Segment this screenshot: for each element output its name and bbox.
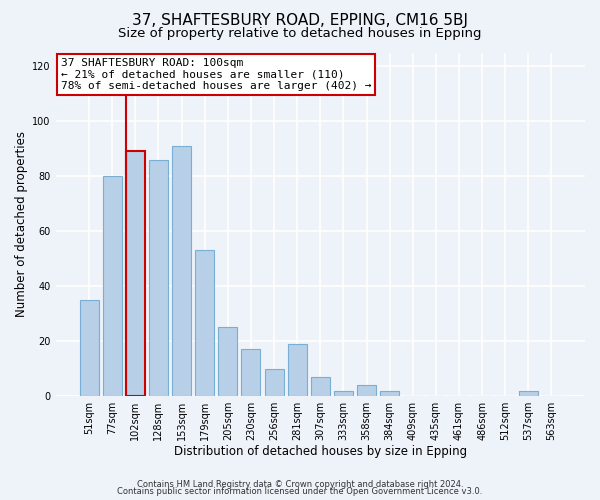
Text: 37 SHAFTESBURY ROAD: 100sqm
← 21% of detached houses are smaller (110)
78% of se: 37 SHAFTESBURY ROAD: 100sqm ← 21% of det… — [61, 58, 371, 91]
Bar — [357, 385, 376, 396]
Bar — [334, 390, 353, 396]
Bar — [265, 368, 284, 396]
Text: Contains public sector information licensed under the Open Government Licence v3: Contains public sector information licen… — [118, 487, 482, 496]
Bar — [241, 350, 260, 396]
Bar — [80, 300, 98, 396]
Bar — [195, 250, 214, 396]
Bar — [149, 160, 168, 396]
Bar — [126, 152, 145, 396]
Bar — [311, 377, 330, 396]
Bar — [172, 146, 191, 396]
X-axis label: Distribution of detached houses by size in Epping: Distribution of detached houses by size … — [174, 444, 467, 458]
Bar — [218, 328, 237, 396]
Y-axis label: Number of detached properties: Number of detached properties — [15, 132, 28, 318]
Bar — [380, 390, 399, 396]
Bar — [103, 176, 122, 396]
Text: 37, SHAFTESBURY ROAD, EPPING, CM16 5BJ: 37, SHAFTESBURY ROAD, EPPING, CM16 5BJ — [132, 12, 468, 28]
Bar — [287, 344, 307, 396]
Text: Size of property relative to detached houses in Epping: Size of property relative to detached ho… — [118, 28, 482, 40]
Bar — [519, 390, 538, 396]
Text: Contains HM Land Registry data © Crown copyright and database right 2024.: Contains HM Land Registry data © Crown c… — [137, 480, 463, 489]
